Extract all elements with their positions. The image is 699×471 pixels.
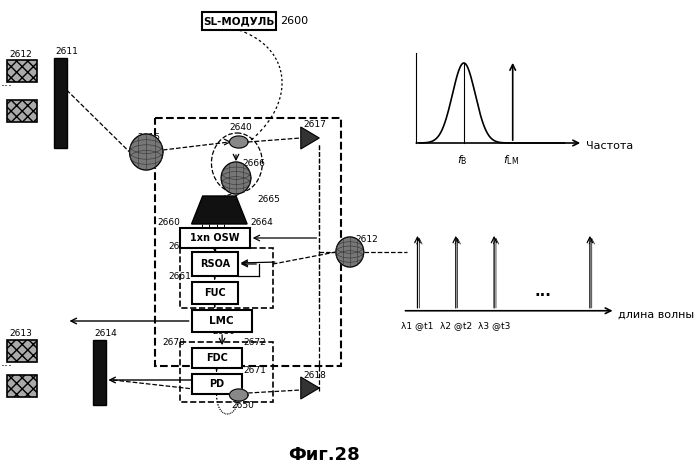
Text: 2616: 2616 [137,133,160,142]
Polygon shape [221,162,251,194]
Bar [8,60,37,82]
Text: PD: PD [210,379,224,389]
Bar [92,340,106,405]
Text: λ3 @t3: λ3 @t3 [478,321,510,330]
Polygon shape [301,127,319,149]
Text: $f_\mathrm{B}$: $f_\mathrm{B}$ [456,153,468,167]
Text: 2666: 2666 [243,159,266,168]
Polygon shape [129,134,163,170]
Polygon shape [229,136,248,148]
Text: 2612: 2612 [355,235,378,244]
Text: 2670: 2670 [162,338,185,347]
Bar [180,228,250,248]
Text: λ2 @t2: λ2 @t2 [440,321,472,330]
Text: FUC: FUC [204,288,226,298]
Text: 2618: 2618 [303,371,326,380]
Text: RSOA: RSOA [200,259,230,269]
Text: 2661: 2661 [168,272,192,281]
Text: 2611: 2611 [55,47,78,56]
Text: 2612: 2612 [9,50,32,59]
Bar [192,374,243,394]
Bar [202,12,276,30]
Text: длина волны: длина волны [618,310,694,320]
Text: 2650: 2650 [231,401,254,410]
Polygon shape [229,389,248,401]
Text: 2614: 2614 [94,329,117,338]
Bar [155,118,340,366]
Text: SL-МОДУЛЬ: SL-МОДУЛЬ [203,16,275,26]
Bar [180,342,273,402]
Polygon shape [301,377,319,399]
Text: ...: ... [1,356,13,368]
Polygon shape [336,237,363,267]
Text: LMC: LMC [209,316,234,326]
Text: 2665: 2665 [257,195,280,204]
Bar [192,252,238,276]
Text: 2664: 2664 [251,218,273,227]
Text: $f_\mathrm{LM}$: $f_\mathrm{LM}$ [503,153,519,167]
Bar [54,58,66,148]
Text: 2660: 2660 [157,218,180,227]
Polygon shape [192,196,247,224]
Text: 2613: 2613 [9,329,32,338]
Text: 2680: 2680 [213,327,236,336]
Bar [8,340,37,362]
Text: 2671: 2671 [243,366,266,375]
Text: 2672: 2672 [243,338,266,347]
Text: 2617: 2617 [303,120,326,129]
Text: 1xn OSW: 1xn OSW [190,233,240,243]
Text: 2663: 2663 [168,242,192,251]
Text: Частота: Частота [586,141,633,151]
Bar [192,282,238,304]
Bar [180,248,273,308]
Bar [192,348,243,368]
Text: 2640: 2640 [229,123,252,132]
Text: λ1 @t1: λ1 @t1 [401,321,433,330]
Text: Фиг.28: Фиг.28 [288,446,360,464]
Bar [8,375,37,397]
Bar [192,310,252,332]
Text: ...: ... [535,284,552,299]
Text: 2600: 2600 [280,16,308,26]
Text: ...: ... [1,76,13,89]
Bar [8,100,37,122]
Text: FDC: FDC [206,353,228,363]
